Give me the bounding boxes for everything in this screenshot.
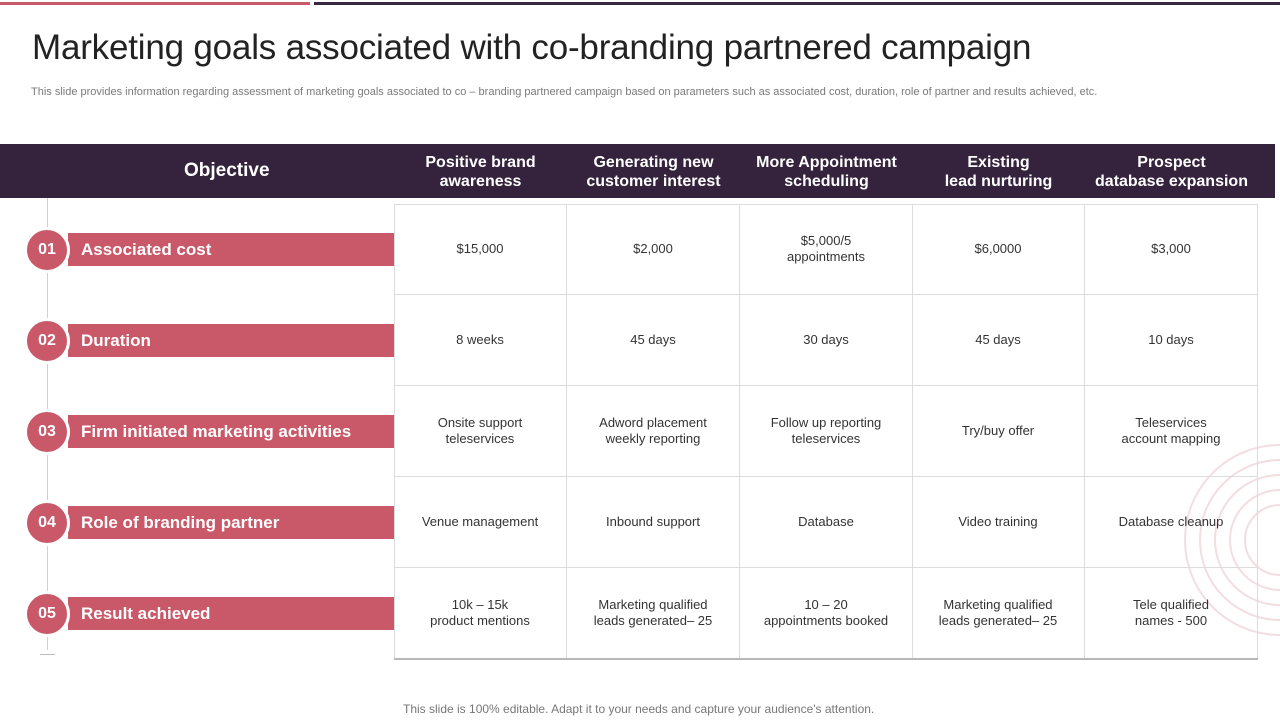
table-border-bottom bbox=[394, 658, 1258, 660]
table-cell: Follow up reporting teleservices bbox=[740, 386, 913, 477]
table-cell: 10 days bbox=[1085, 295, 1258, 386]
table-cell: Database bbox=[740, 477, 913, 568]
row-number-badge: 02 bbox=[24, 318, 70, 364]
row-label: Role of branding partner bbox=[81, 513, 280, 532]
table-cell: Try/buy offer bbox=[912, 386, 1085, 477]
column-header-2: Generating new customer interest bbox=[586, 154, 721, 190]
table-cell: Onsite support teleservices bbox=[394, 386, 567, 477]
table-cell: Video training bbox=[912, 477, 1085, 568]
row-number-badge: 05 bbox=[24, 591, 70, 637]
table-cell: Inbound support bbox=[567, 477, 740, 568]
table-cell: $6,0000 bbox=[912, 204, 1085, 295]
row-label-bar bbox=[68, 597, 394, 630]
row-label-bar bbox=[68, 415, 394, 448]
row-label-bar bbox=[68, 324, 394, 357]
table-cell: 45 days bbox=[567, 295, 740, 386]
table-cell: Venue management bbox=[394, 477, 567, 568]
data-table: $15,000 $2,000 $5,000/5 appointments $6,… bbox=[394, 204, 1258, 659]
table-cell: 45 days bbox=[912, 295, 1085, 386]
column-header-3: More Appointment scheduling bbox=[756, 154, 897, 190]
column-header-1: Positive brand awareness bbox=[425, 154, 536, 190]
table-cell: 10 – 20 appointments booked bbox=[740, 568, 913, 659]
row-label-bar bbox=[68, 233, 394, 266]
table-border-top bbox=[394, 204, 1258, 205]
table-cell: Tele qualified names - 500 bbox=[1085, 568, 1258, 659]
table-cell: Adword placement weekly reporting bbox=[567, 386, 740, 477]
column-header-5: Prospect database expansion bbox=[1095, 154, 1248, 190]
timeline-base bbox=[40, 654, 55, 655]
row-label: Firm initiated marketing activities bbox=[81, 422, 352, 441]
page-title: Marketing goals associated with co-brand… bbox=[32, 28, 1032, 67]
row-label: Duration bbox=[81, 331, 151, 350]
row-label-bar bbox=[68, 506, 394, 539]
table-cell: $15,000 bbox=[394, 204, 567, 295]
row-number-badge: 04 bbox=[24, 500, 70, 546]
table-cell: $3,000 bbox=[1085, 204, 1258, 295]
row-number-badge: 01 bbox=[24, 227, 70, 273]
top-accent-bar-right bbox=[314, 2, 1280, 5]
table-header bbox=[0, 144, 1275, 198]
table-cell: 8 weeks bbox=[394, 295, 567, 386]
table-cell: 30 days bbox=[740, 295, 913, 386]
row-label: Associated cost bbox=[81, 240, 212, 259]
page-subtitle: This slide provides information regardin… bbox=[31, 86, 1098, 98]
table-cell: Marketing qualified leads generated– 25 bbox=[567, 568, 740, 659]
table-cell: Database cleanup bbox=[1085, 477, 1258, 568]
footer-note: This slide is 100% editable. Adapt it to… bbox=[403, 702, 875, 716]
table-border-left bbox=[394, 204, 395, 659]
column-header-4: Existing lead nurturing bbox=[944, 154, 1053, 190]
table-cell: Teleservices account mapping bbox=[1085, 386, 1258, 477]
decorative-rings-icon bbox=[1184, 444, 1280, 636]
objective-header: Objective bbox=[184, 160, 270, 181]
table-cell: $2,000 bbox=[567, 204, 740, 295]
table-cell: Marketing qualified leads generated– 25 bbox=[912, 568, 1085, 659]
row-number-badge: 03 bbox=[24, 409, 70, 455]
table-cell: 10k – 15k product mentions bbox=[394, 568, 567, 659]
row-label: Result achieved bbox=[81, 604, 211, 623]
top-accent-bar-left bbox=[0, 2, 310, 5]
table-cell: $5,000/5 appointments bbox=[740, 204, 913, 295]
